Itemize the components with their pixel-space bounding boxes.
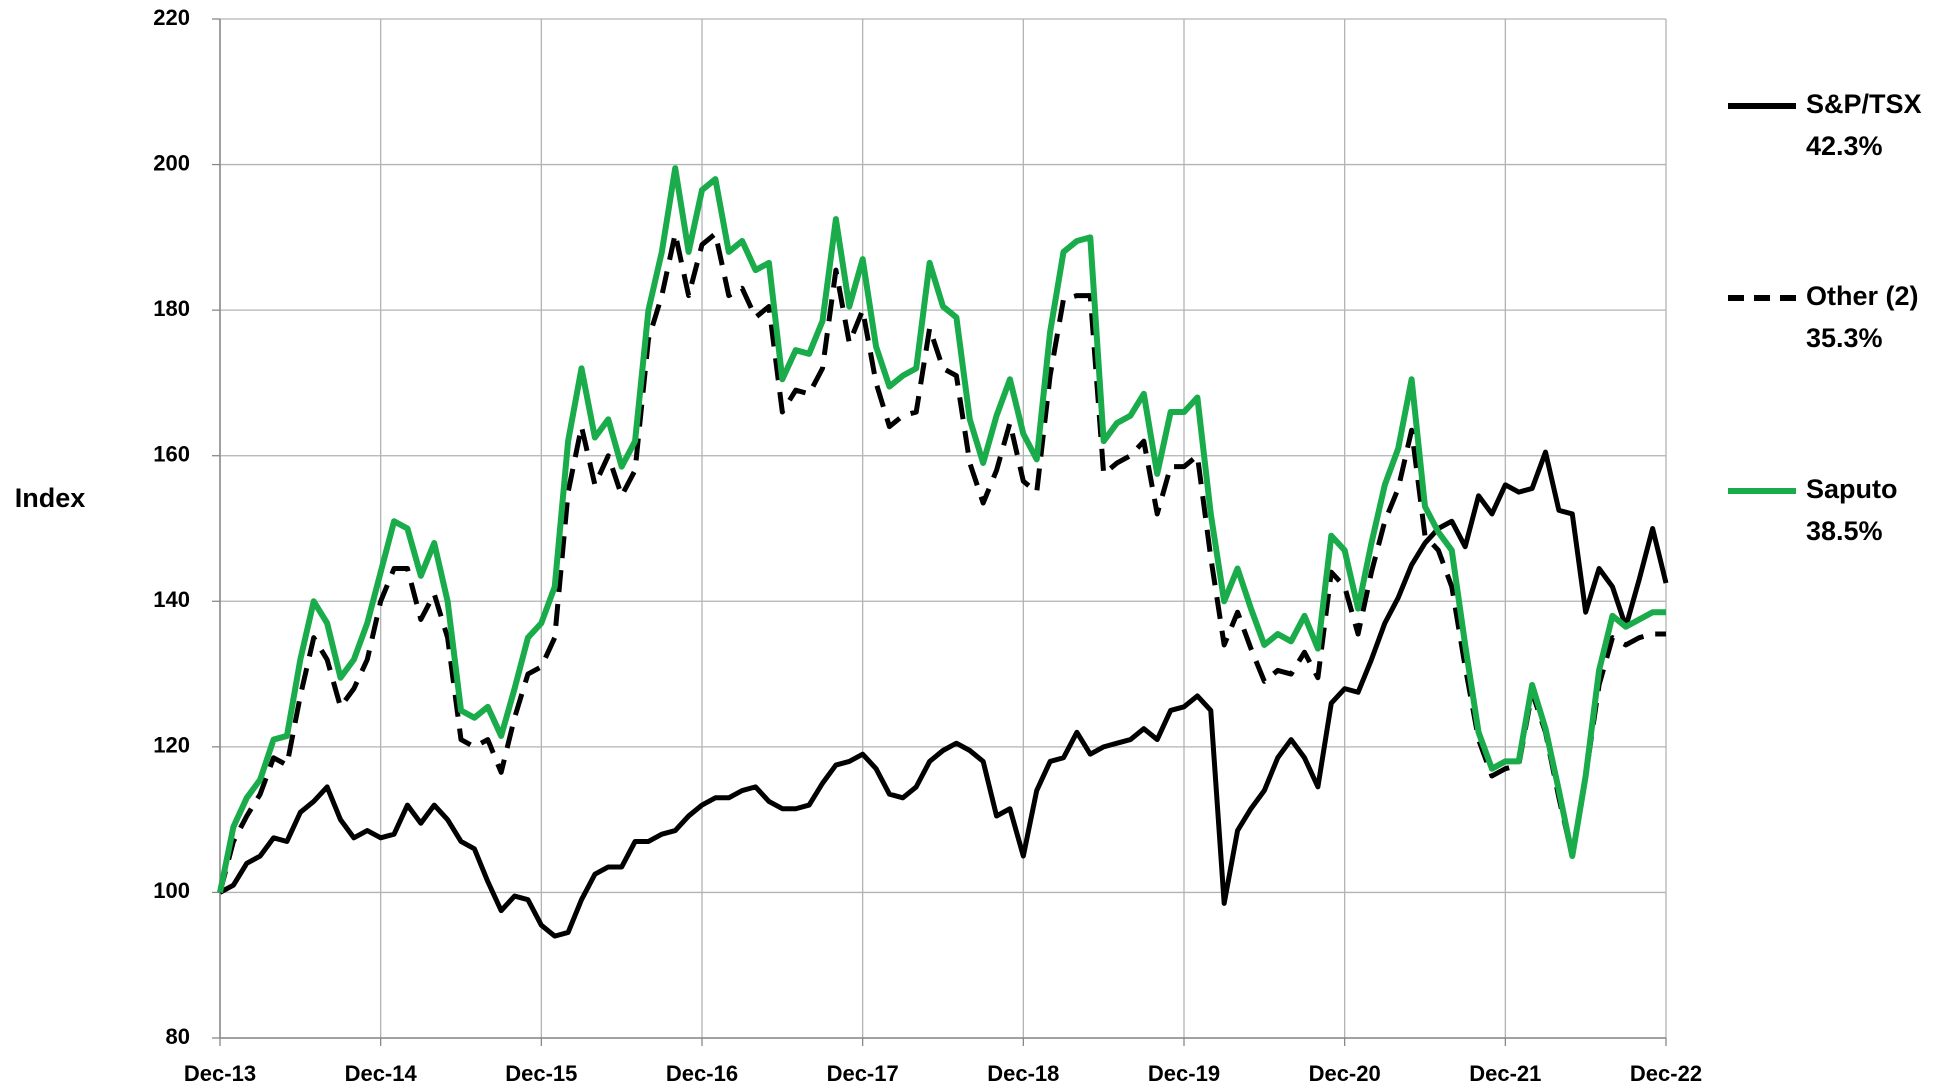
series-line bbox=[217, 231, 1666, 894]
y-tick-label: 200 bbox=[153, 150, 190, 175]
x-tick-label: Dec-22 bbox=[1630, 1061, 1702, 1086]
x-tick-label: Dec-19 bbox=[1148, 1061, 1220, 1086]
x-tick-label: Dec-20 bbox=[1309, 1061, 1381, 1086]
legend-label: S&P/TSX bbox=[1806, 89, 1922, 119]
legend-value: 35.3% bbox=[1806, 323, 1883, 353]
legend-label: Saputo bbox=[1806, 474, 1898, 504]
y-tick-label: 220 bbox=[153, 5, 190, 30]
y-axis-label: Index bbox=[15, 483, 86, 513]
x-tick-label: Dec-15 bbox=[505, 1061, 577, 1086]
series-line bbox=[217, 165, 1666, 894]
y-tick-label: 80 bbox=[166, 1024, 190, 1049]
series-line bbox=[218, 449, 1669, 939]
y-tick-label: 180 bbox=[153, 296, 190, 321]
y-tick-label: 100 bbox=[153, 878, 190, 903]
x-tick-label: Dec-21 bbox=[1469, 1061, 1541, 1086]
x-tick-label: Dec-18 bbox=[987, 1061, 1059, 1086]
y-tick-label: 160 bbox=[153, 442, 190, 467]
y-tick-label: 140 bbox=[153, 587, 190, 612]
x-tick-label: Dec-16 bbox=[666, 1061, 738, 1086]
y-tick-label: 120 bbox=[153, 733, 190, 758]
legend-value: 38.5% bbox=[1806, 516, 1883, 546]
x-tick-label: Dec-13 bbox=[184, 1061, 256, 1086]
legend-label: Other (2) bbox=[1806, 281, 1919, 311]
x-tick-label: Dec-14 bbox=[345, 1061, 418, 1086]
legend-value: 42.3% bbox=[1806, 131, 1883, 161]
x-tick-label: Dec-17 bbox=[827, 1061, 899, 1086]
